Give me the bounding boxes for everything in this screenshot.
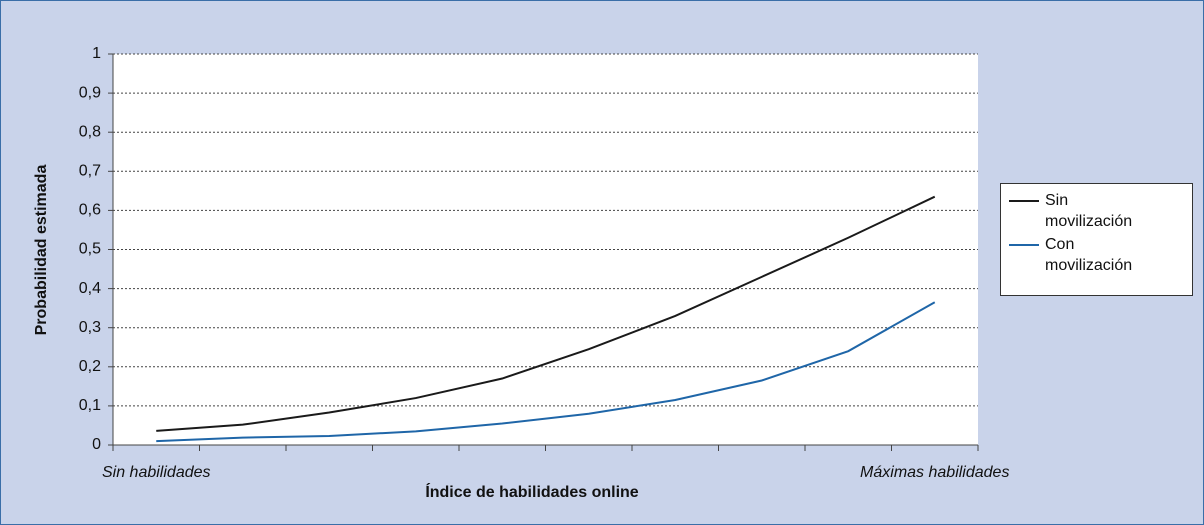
legend-entry: Sin movilización <box>1009 190 1184 232</box>
line-series <box>156 301 936 443</box>
x-tick-label: Máximas habilidades <box>860 464 1009 481</box>
y-tick-label: 0,8 <box>79 123 101 140</box>
y-tick-label: 0 <box>92 436 101 453</box>
y-tick-label: 0,6 <box>79 202 101 219</box>
x-axis-label: Índice de habilidades online <box>425 482 638 501</box>
y-tick-label: 0,2 <box>79 358 101 375</box>
y-tick-label: 0,4 <box>79 280 101 297</box>
y-tick-label: 0,5 <box>79 241 101 258</box>
y-axis-label: Probabilidad estimada <box>33 165 50 336</box>
legend-label: Con movilización <box>1045 236 1133 274</box>
y-tick-label: 1 <box>92 45 101 62</box>
legend-swatch <box>1009 200 1039 202</box>
y-tick-label: 0,7 <box>79 163 101 180</box>
y-tick-label: 0,3 <box>79 319 101 336</box>
x-tick-label: Sin habilidades <box>102 464 211 481</box>
legend: Sin movilización Con movilización <box>1000 183 1193 296</box>
legend-entry: Con movilización <box>1009 234 1184 276</box>
y-tick-label: 0,9 <box>79 84 101 101</box>
line-series <box>156 195 936 432</box>
legend-label: Sin movilización <box>1045 192 1133 230</box>
y-tick-label: 0,1 <box>79 397 101 414</box>
legend-swatch <box>1009 244 1039 246</box>
